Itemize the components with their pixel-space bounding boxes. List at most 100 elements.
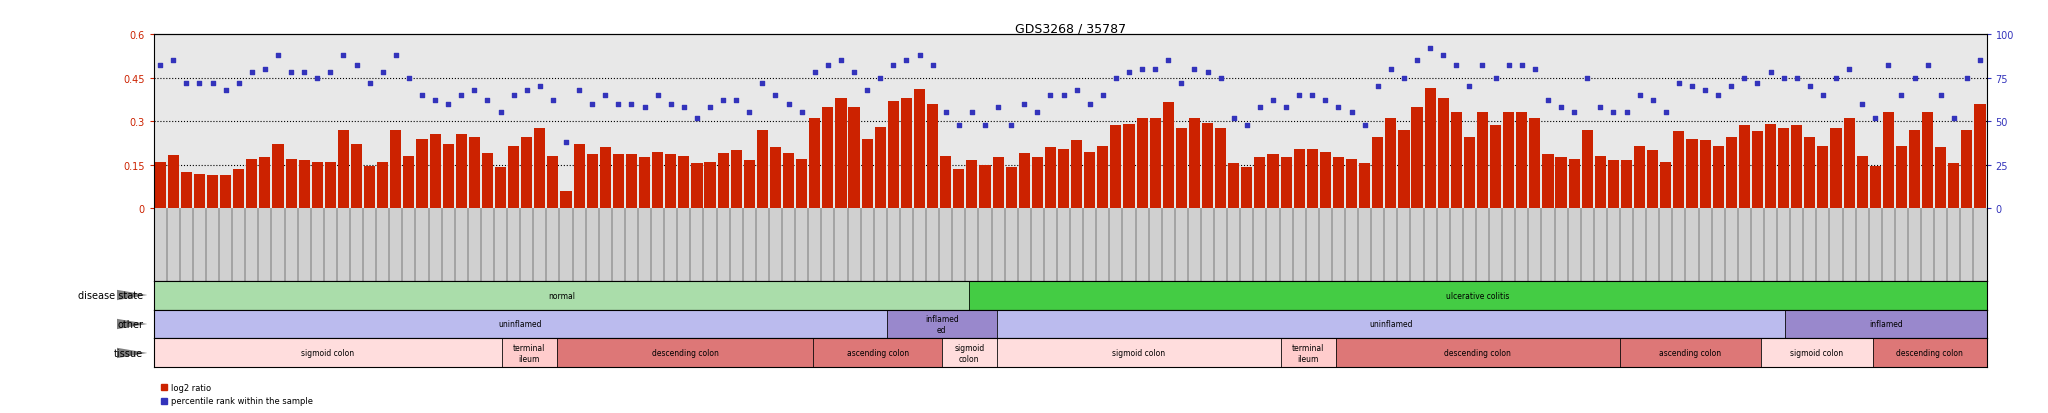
Bar [1882, 113, 1894, 209]
Bar [1319, 152, 1331, 209]
Point [1610, 110, 1642, 116]
Point [1518, 66, 1550, 73]
Point [1884, 93, 1917, 99]
Bar [1686, 139, 1698, 209]
Bar [1253, 158, 1266, 209]
Bar [1948, 164, 1960, 209]
Bar [442, 145, 455, 209]
Bar [207, 175, 217, 209]
Text: ascending colon: ascending colon [1659, 349, 1722, 358]
Point [694, 104, 727, 111]
Bar [1608, 161, 1620, 209]
Point [1427, 52, 1460, 59]
Point [772, 101, 805, 108]
Point [209, 87, 242, 94]
Point [1231, 122, 1264, 128]
Point [956, 110, 989, 116]
Bar [154, 310, 887, 339]
Text: other: other [117, 319, 143, 329]
Bar [997, 310, 1786, 339]
Bar [311, 162, 324, 209]
Bar [1032, 158, 1042, 209]
Bar [1874, 339, 1987, 368]
Bar [1190, 119, 1200, 209]
Point [891, 58, 924, 64]
Point [1282, 93, 1315, 99]
Bar [782, 154, 795, 209]
Point [981, 104, 1014, 111]
Point [1714, 84, 1747, 90]
Bar [547, 157, 559, 209]
Point [995, 122, 1028, 128]
Polygon shape [117, 319, 147, 330]
Polygon shape [117, 290, 147, 301]
Bar [1620, 161, 1632, 209]
Point [1309, 98, 1341, 104]
Bar [1804, 138, 1815, 209]
Bar [299, 161, 309, 209]
Point [1217, 115, 1249, 122]
Point [1296, 93, 1329, 99]
Bar [1765, 125, 1776, 209]
Point [498, 93, 530, 99]
Point [352, 81, 385, 87]
Bar [1333, 158, 1343, 209]
Bar [481, 154, 494, 209]
Point [1532, 98, 1565, 104]
Bar [600, 148, 610, 209]
Point [236, 70, 268, 76]
Bar [1503, 113, 1513, 209]
Bar [1411, 107, 1423, 209]
Text: inflamed
ed: inflamed ed [926, 315, 958, 334]
Bar [508, 147, 520, 209]
Bar [848, 107, 860, 209]
Bar [1294, 150, 1305, 209]
Point [1505, 63, 1538, 70]
Bar [573, 145, 584, 209]
Bar [1202, 123, 1212, 209]
Point [1845, 101, 1878, 108]
Bar [1280, 339, 1335, 368]
Point [1702, 93, 1735, 99]
Point [248, 66, 281, 73]
Bar [678, 157, 690, 209]
Point [1898, 75, 1931, 82]
Bar [1229, 164, 1239, 209]
Bar [823, 107, 834, 209]
Bar [180, 173, 193, 209]
Bar [1425, 89, 1436, 209]
Point [1780, 75, 1812, 82]
Point [1085, 93, 1118, 99]
Bar [1149, 119, 1161, 209]
Point [143, 63, 176, 70]
Bar [233, 169, 244, 209]
Point [1675, 84, 1708, 90]
Bar [1124, 125, 1135, 209]
Point [799, 70, 831, 76]
Text: normal: normal [549, 291, 575, 300]
Point [903, 52, 936, 59]
Point [1860, 115, 1892, 122]
Text: inflamed: inflamed [1870, 320, 1903, 329]
Point [1911, 63, 1944, 70]
Bar [1647, 151, 1659, 209]
Text: tissue: tissue [115, 348, 143, 358]
Bar [1817, 147, 1829, 209]
Bar [1438, 99, 1448, 209]
Point [1022, 110, 1055, 116]
Text: descending colon: descending colon [651, 349, 719, 358]
Point [1139, 66, 1171, 73]
Bar [887, 102, 899, 209]
Bar [365, 166, 375, 209]
Point [1833, 66, 1866, 73]
Bar [979, 166, 991, 209]
Bar [1083, 152, 1096, 209]
Bar [901, 99, 911, 209]
Bar [1556, 158, 1567, 209]
Bar [1516, 113, 1528, 209]
Bar [874, 128, 887, 209]
Text: descending colon: descending colon [1896, 349, 1964, 358]
Point [1649, 110, 1681, 116]
Point [864, 75, 897, 82]
Bar [154, 339, 502, 368]
